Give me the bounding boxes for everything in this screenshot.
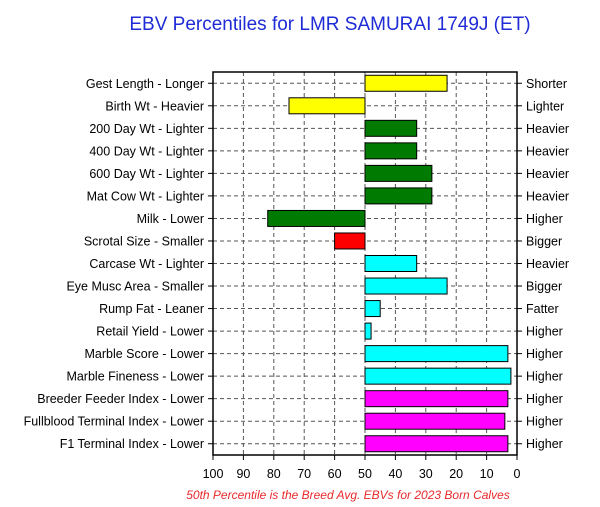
bar-rump-fat-leaner xyxy=(364,300,381,318)
x-tick-label: 60 xyxy=(328,467,342,481)
bar-marble-score-lower xyxy=(364,345,509,363)
trait-left-label: Fullblood Terminal Index - Lower xyxy=(24,415,204,429)
trait-right-label: Bigger xyxy=(526,234,562,248)
trait-right-label: Higher xyxy=(526,437,563,451)
trait-left-label: Birth Wt - Heavier xyxy=(105,99,204,113)
trait-right-label: Higher xyxy=(526,212,563,226)
x-tick-label: 100 xyxy=(203,467,224,481)
trait-labels: Gest Length - Longer Shorter Birth Wt - He… xyxy=(24,77,570,451)
trait-right-label: Heavier xyxy=(526,257,569,271)
bar-birth-wt-heavier xyxy=(288,97,366,115)
trait-left-label: F1 Terminal Index - Lower xyxy=(60,437,204,451)
x-tick-label: 30 xyxy=(419,467,433,481)
trait-left-label: Scrotal Size - Smaller xyxy=(84,234,204,248)
x-tick-label: 70 xyxy=(297,467,311,481)
trait-left-label: Eye Musc Area - Smaller xyxy=(66,280,204,294)
trait-left-label: Retail Yield - Lower xyxy=(96,325,204,339)
bar-f1-terminal-index-lower xyxy=(364,435,509,453)
trait-right-label: Heavier xyxy=(526,144,569,158)
trait-right-label: Lighter xyxy=(526,99,564,113)
x-tick-label: 80 xyxy=(267,467,281,481)
trait-left-label: Milk - Lower xyxy=(137,212,204,226)
trait-left-label: 600 Day Wt - Lighter xyxy=(89,167,204,181)
trait-left-label: 200 Day Wt - Lighter xyxy=(89,122,204,136)
bar-600-day-wt-lighter xyxy=(364,164,433,182)
x-tick-label: 10 xyxy=(480,467,494,481)
chart-title: EBV Percentiles for LMR SAMURAI 1749J (E… xyxy=(129,14,531,35)
bar-scrotal-size-smaller xyxy=(334,232,366,250)
trait-right-label: Higher xyxy=(526,415,563,429)
bar-marble-fineness-lower xyxy=(364,367,512,385)
x-tick-label: 0 xyxy=(514,467,521,481)
trait-left-label: Mat Cow Wt - Lighter xyxy=(87,189,204,203)
bar-200-day-wt-lighter xyxy=(364,119,418,137)
x-tick-label: 20 xyxy=(449,467,463,481)
bar-400-day-wt-lighter xyxy=(364,142,418,160)
trait-right-label: Higher xyxy=(526,347,563,361)
bar-carcase-wt-lighter xyxy=(364,255,418,272)
trait-right-label: Higher xyxy=(526,325,563,339)
trait-right-label: Heavier xyxy=(526,167,569,181)
bar-mat-cow-wt-lighter xyxy=(364,187,433,205)
bar-milk-lower xyxy=(267,209,366,227)
x-tick-label: 50 xyxy=(358,467,372,481)
bar-retail-yield-lower xyxy=(364,322,372,340)
x-axis-ticks: 100 90 80 70 60 50 40 30 20 10 0 xyxy=(203,82,522,481)
trait-left-label: Marble Fineness - Lower xyxy=(66,370,204,384)
footnote: 50th Percentile is the Breed Avg. EBVs f… xyxy=(186,488,510,502)
trait-right-label: Heavier xyxy=(526,189,569,203)
bar-breeder-feeder-index-lower xyxy=(364,390,509,408)
trait-left-label: Breeder Feeder Index - Lower xyxy=(37,392,204,406)
trait-right-label: Heavier xyxy=(526,122,569,136)
trait-left-label: Carcase Wt - Lighter xyxy=(89,257,204,271)
trait-left-label: Gest Length - Longer xyxy=(86,77,204,91)
bars xyxy=(267,74,512,453)
trait-right-label: Shorter xyxy=(526,77,567,91)
trait-right-label: Higher xyxy=(526,392,563,406)
bar-fullblood-terminal-index-lower xyxy=(364,412,506,430)
x-tick-label: 90 xyxy=(236,467,250,481)
trait-left-label: 400 Day Wt - Lighter xyxy=(89,144,204,158)
trait-right-label: Bigger xyxy=(526,280,562,294)
trait-left-label: Rump Fat - Leaner xyxy=(99,302,204,316)
trait-right-label: Higher xyxy=(526,370,563,384)
bar-eye-musc-area-smaller xyxy=(364,277,448,295)
x-tick-label: 40 xyxy=(388,467,402,481)
trait-right-label: Fatter xyxy=(526,302,559,316)
bar-gest-length-longer xyxy=(364,74,448,92)
trait-left-label: Marble Score - Lower xyxy=(85,347,205,361)
